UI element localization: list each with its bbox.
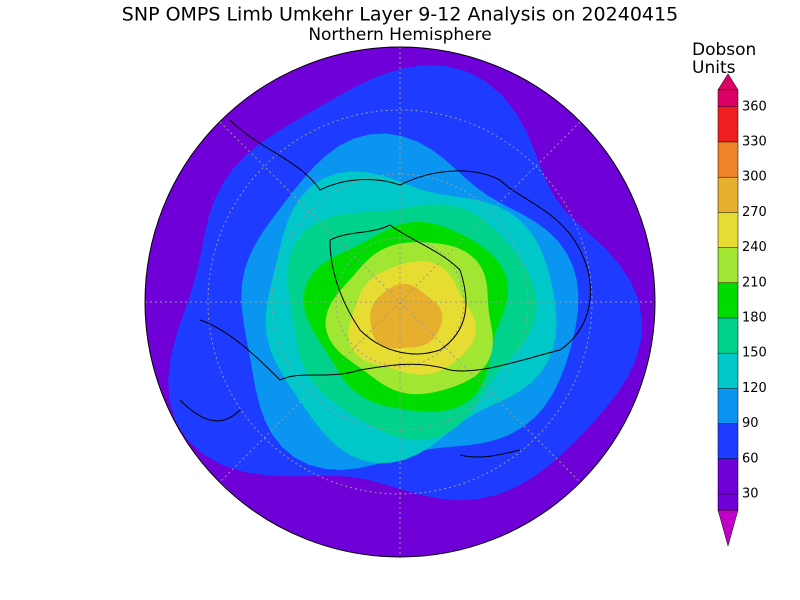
colorbar-tick-label: 210 (742, 275, 767, 290)
ozone-map (145, 47, 655, 557)
colorbar-tick-label: 360 (742, 99, 767, 114)
colorbar-segment (718, 106, 738, 142)
graticule (145, 47, 655, 557)
colorbar-segment (718, 177, 738, 213)
map-border (144, 46, 656, 558)
colorbar-frame (717, 89, 739, 511)
colorbar-segment (718, 318, 738, 354)
unit-label: Units (692, 58, 736, 78)
colorbar: 30 60 90 120 150 180 210 240 270 300 330 360 (717, 73, 767, 547)
colorbar-tick-label: 180 (742, 311, 767, 326)
colorbar-segment (718, 494, 738, 510)
colorbar-segment (718, 282, 738, 318)
colorbar-tick-label: 90 (742, 416, 759, 431)
colorbar-tick-label: 330 (742, 135, 767, 150)
colorbar-tick-label: 60 (742, 451, 759, 466)
colorbar-segment (718, 212, 738, 248)
colorbar-segment (718, 423, 738, 459)
colorbar-segment (718, 247, 738, 283)
colorbar-tick-label: 150 (742, 346, 767, 361)
colorbar-segment (718, 89, 738, 107)
colorbar-segment (718, 388, 738, 424)
colorbar-segment (718, 142, 738, 178)
subtitle: Northern Hemisphere (308, 25, 491, 45)
colorbar-segment (718, 353, 738, 389)
title: SNP OMPS Limb Umkehr Layer 9-12 Analysis… (122, 4, 678, 26)
contour-fill (370, 283, 443, 349)
unit-label: Dobson (692, 40, 756, 60)
colorbar-tick-label: 300 (742, 170, 767, 185)
colorbar-tick-label: 30 (742, 487, 759, 502)
colorbar-under (717, 509, 739, 547)
colorbar-tick-label: 240 (742, 240, 767, 255)
colorbar-tick-label: 270 (742, 205, 767, 220)
colorbar-segment (718, 458, 738, 494)
coastlines (179, 119, 591, 458)
colorbar-tick-label: 120 (742, 381, 767, 396)
